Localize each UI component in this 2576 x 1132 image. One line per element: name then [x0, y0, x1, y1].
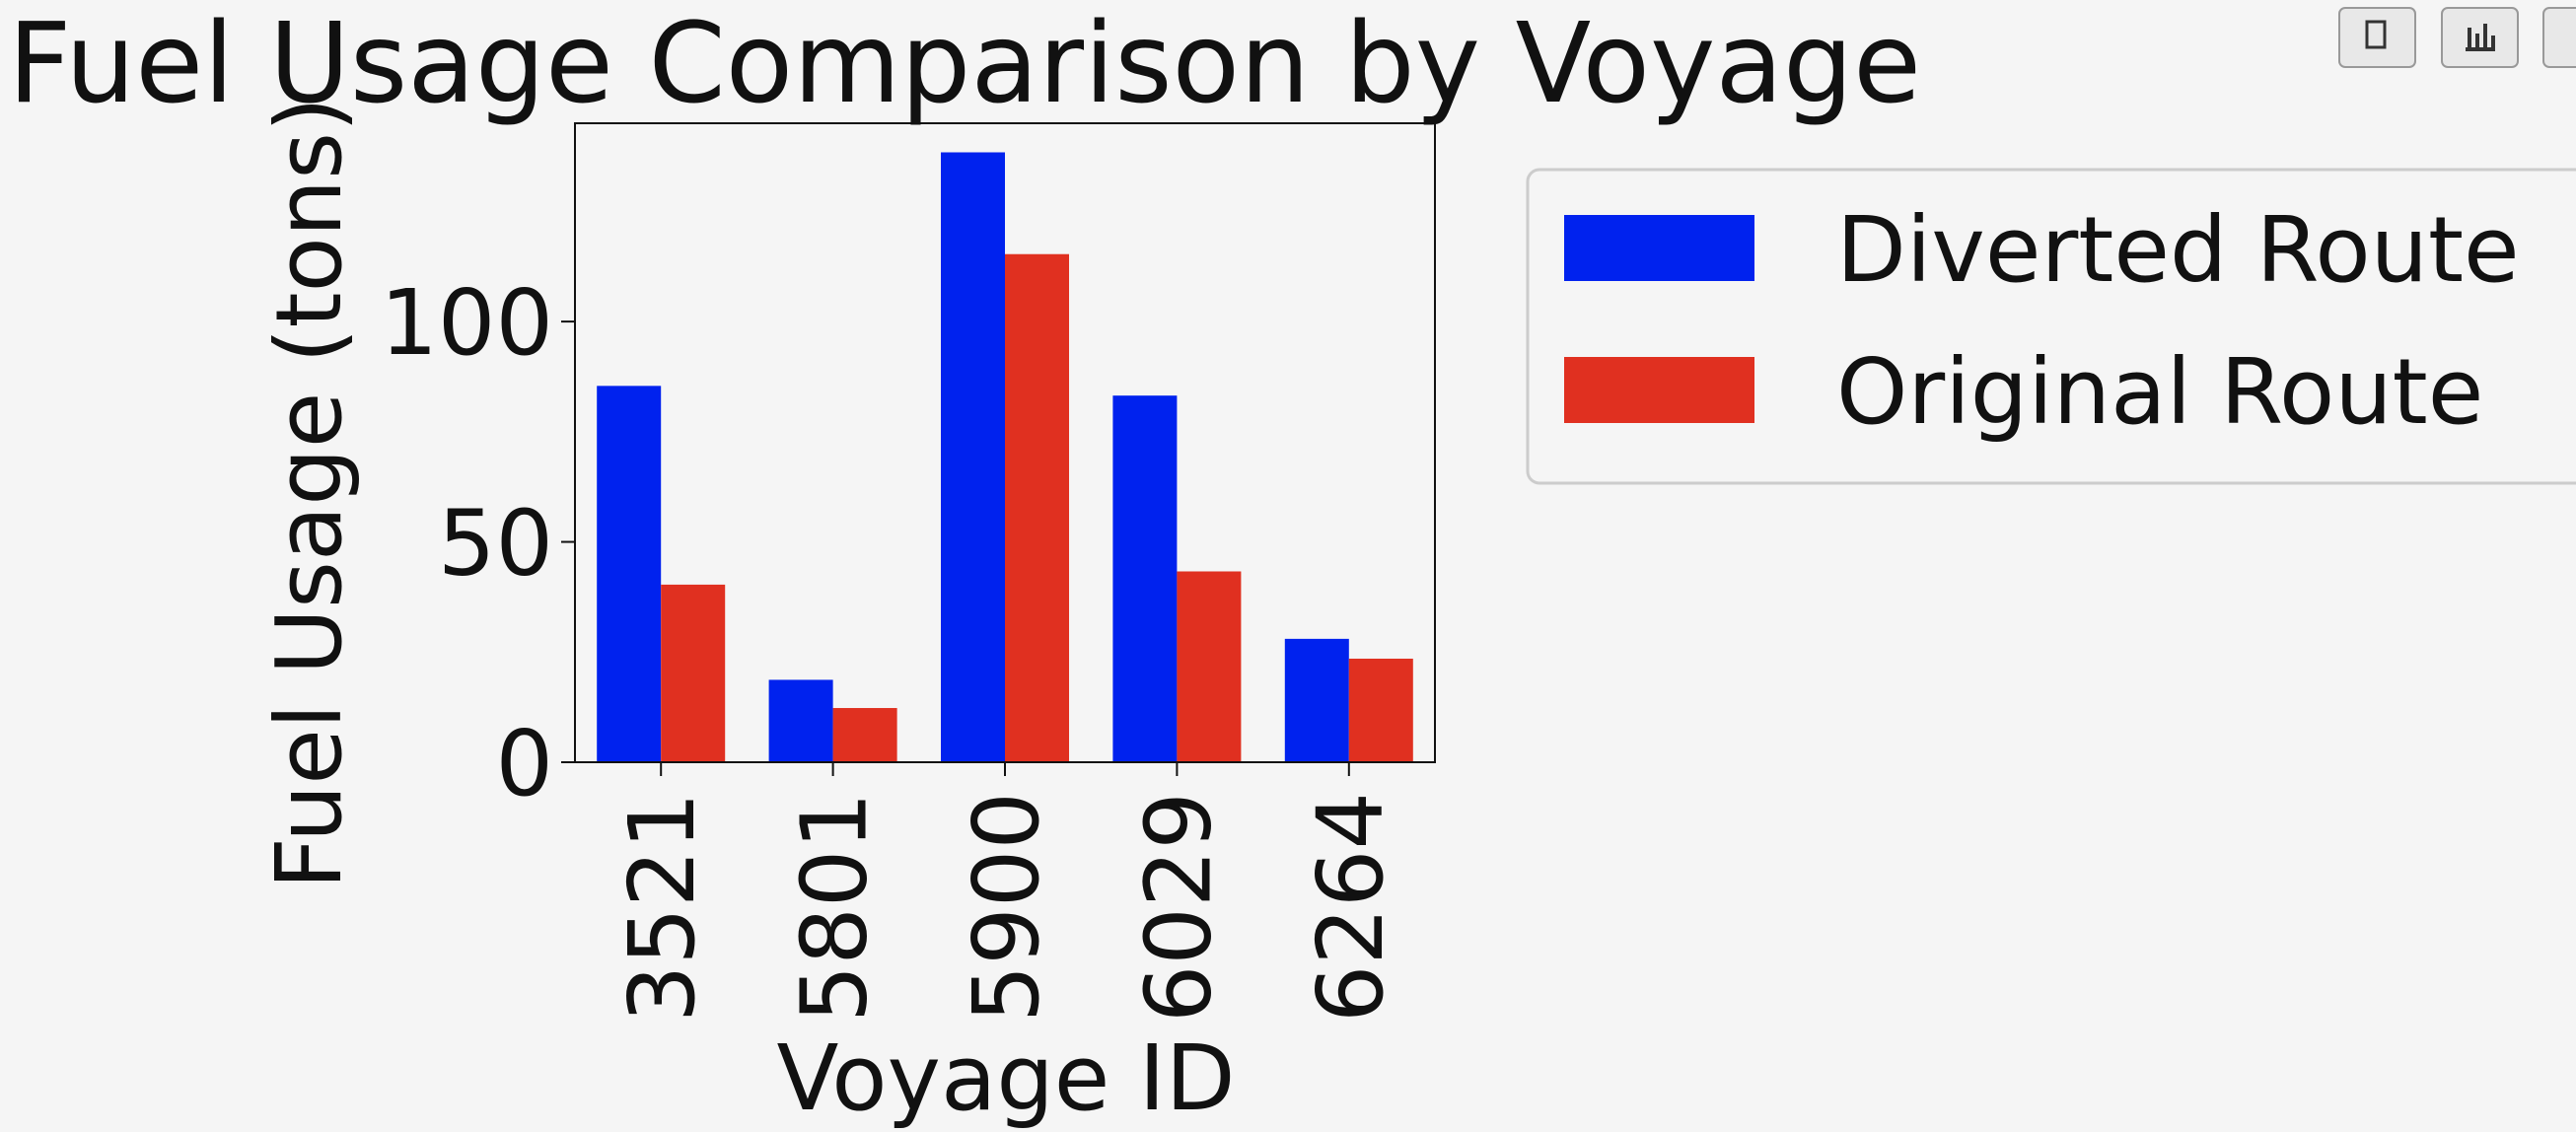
y-tick-label: 50	[438, 491, 553, 597]
bar	[832, 708, 897, 762]
legend-swatch	[1564, 357, 1754, 423]
bar	[1348, 658, 1413, 762]
bar	[1112, 395, 1178, 762]
bar	[1005, 253, 1069, 762]
x-tick-label: 6029	[1125, 792, 1231, 1023]
y-tick-label: 0	[495, 711, 553, 816]
copy-icon	[2365, 20, 2387, 49]
x-tick-label: 5801	[782, 792, 888, 1023]
bar	[768, 679, 833, 762]
legend-box	[1526, 168, 2576, 485]
more-button[interactable]	[2542, 7, 2576, 68]
legend-label: Diverted Route	[1836, 197, 2520, 303]
plot-frame	[574, 122, 1436, 763]
legend-label: Original Route	[1836, 339, 2483, 445]
x-tick-label: 3521	[609, 792, 715, 1023]
bar	[941, 152, 1005, 762]
x-axis-label: Voyage ID	[776, 1026, 1235, 1131]
toolbar	[2338, 7, 2576, 68]
x-tick-label: 5900	[954, 792, 1059, 1023]
y-tick-label: 100	[380, 270, 553, 376]
bar	[1177, 571, 1242, 762]
bar	[661, 584, 726, 762]
chart-title: Fuel Usage Comparison by Voyage	[8, 0, 1921, 128]
chart-button[interactable]	[2441, 7, 2519, 68]
legend: Diverted Route Original Route	[1526, 168, 2576, 485]
chart-icon	[2466, 24, 2495, 51]
x-tick-label: 6264	[1298, 792, 1403, 1023]
copy-button[interactable]	[2338, 7, 2416, 68]
bar	[597, 386, 662, 762]
bar	[1284, 638, 1349, 762]
y-axis-label: Fuel Usage (tons)	[256, 97, 362, 889]
legend-swatch	[1564, 215, 1754, 281]
